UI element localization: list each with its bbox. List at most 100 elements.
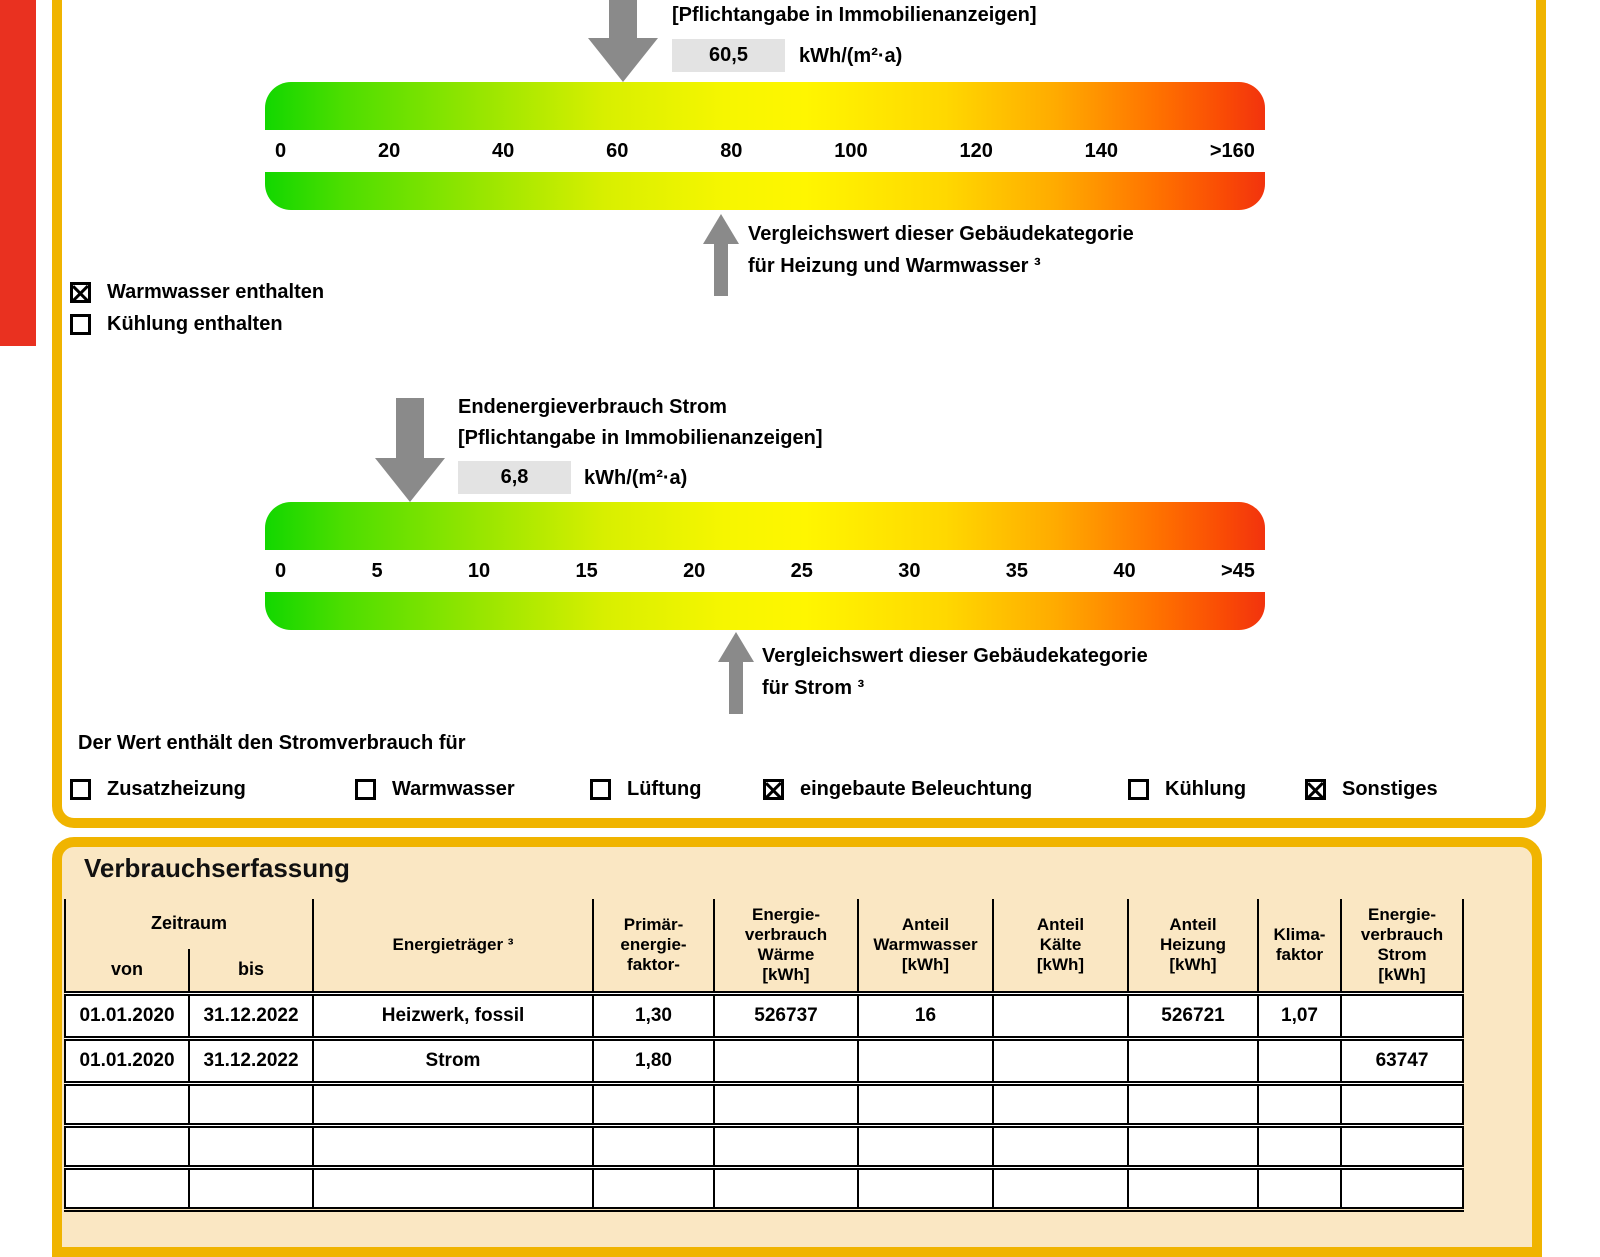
checkbox-box[interactable] xyxy=(70,314,91,335)
table-cell xyxy=(1127,1038,1259,1086)
arrow-shaft xyxy=(609,0,637,38)
table-cell xyxy=(857,1167,994,1212)
checkbox-warmwasser-enthalten[interactable]: Warmwasser enthalten xyxy=(70,281,324,304)
checkbox-box[interactable] xyxy=(70,282,91,303)
table-cell xyxy=(992,1083,1129,1128)
checkbox-box[interactable] xyxy=(763,779,784,800)
table-cell xyxy=(312,1083,594,1128)
col-header-bis: bis xyxy=(188,949,314,996)
table-cell xyxy=(592,1083,715,1128)
tick-label: 20 xyxy=(683,559,706,582)
checkbox-label: Zusatzheizung xyxy=(107,778,246,800)
heat-value-unit: kWh/(m²·a) xyxy=(799,45,903,67)
table-cell xyxy=(312,1167,594,1212)
arrow-head xyxy=(375,458,445,502)
table-cell xyxy=(1340,1083,1464,1128)
col-header-primaerenergiefaktor: Primär- energie- faktor- xyxy=(592,899,715,996)
col-header-zeitraum: Zeitraum xyxy=(64,899,314,949)
table-cell: 01.01.2020 xyxy=(64,993,190,1041)
checkbox-zusatzheizung[interactable]: Zusatzheizung xyxy=(70,778,246,801)
strom-value-unit: kWh/(m²·a) xyxy=(584,467,688,489)
arrow-up-strom-comparison-icon xyxy=(718,632,754,714)
table-cell xyxy=(857,1083,994,1128)
table-cell xyxy=(312,1125,594,1170)
heat-comparison-line2: für Heizung und Warmwasser ³ xyxy=(748,255,1041,277)
tick-label: 20 xyxy=(377,139,401,162)
table-cell xyxy=(992,993,1129,1041)
tick-label: >45 xyxy=(1220,559,1255,582)
table-cell: 63747 xyxy=(1340,1038,1464,1086)
table-cell: 16 xyxy=(857,993,994,1041)
tick-label: 35 xyxy=(1005,559,1029,582)
col-header-von: von xyxy=(64,949,190,996)
table-cell: 31.12.2022 xyxy=(188,1038,314,1086)
table-cell xyxy=(188,1083,314,1128)
strom-scale-tick-strip: 0 5 10 15 20 25 30 35 40 >45 xyxy=(265,550,1265,592)
tick-label: 100 xyxy=(834,139,868,162)
table-cell xyxy=(64,1083,190,1128)
col-header-klimafaktor: Klima- faktor xyxy=(1257,899,1342,996)
table-row-empty xyxy=(64,1125,1464,1170)
arrow-head xyxy=(718,632,754,662)
table-cell xyxy=(1257,1167,1342,1212)
checkbox-eingebaute-beleuchtung[interactable]: eingebaute Beleuchtung xyxy=(763,778,1032,801)
table-cell xyxy=(64,1167,190,1212)
tick-label: 0 xyxy=(275,139,287,162)
table-cell xyxy=(992,1038,1129,1086)
tick-label: 40 xyxy=(492,139,515,162)
checkbox-box[interactable] xyxy=(70,779,91,800)
table-cell xyxy=(188,1167,314,1212)
table-cell xyxy=(713,1038,859,1086)
checkbox-kuehlung-enthalten[interactable]: Kühlung enthalten xyxy=(70,313,283,336)
col-header-anteil-heizung: Anteil Heizung [kWh] xyxy=(1127,899,1259,996)
tick-label: >160 xyxy=(1209,139,1255,162)
checkbox-sonstiges[interactable]: Sonstiges xyxy=(1305,778,1438,801)
table-cell xyxy=(64,1125,190,1170)
table-cell xyxy=(592,1125,715,1170)
heat-value-box: 60,5 xyxy=(672,39,785,72)
heat-scale-tick-strip: 0 20 40 60 80 100 120 140 >160 xyxy=(265,130,1265,172)
table-cell xyxy=(713,1125,859,1170)
table-row: 01.01.2020 31.12.2022 Strom 1,80 63747 xyxy=(64,1038,1464,1086)
arrow-down-strom-icon xyxy=(375,398,445,502)
table-cell: 1,07 xyxy=(1257,993,1342,1041)
arrow-shaft xyxy=(714,244,728,296)
col-header-anteil-warmwasser: Anteil Warmwasser [kWh] xyxy=(857,899,994,996)
strom-includes-heading: Der Wert enthält den Stromverbrauch für xyxy=(78,732,466,754)
tick-label: 40 xyxy=(1113,559,1136,582)
tick-label: 5 xyxy=(371,559,383,582)
table-cell: Strom xyxy=(312,1038,594,1086)
table-cell xyxy=(1257,1038,1342,1086)
checkbox-label: Lüftung xyxy=(627,778,702,800)
strom-comparison-line1: Vergleichswert dieser Gebäudekategorie xyxy=(762,645,1148,667)
checkbox-box[interactable] xyxy=(1305,779,1326,800)
strom-mandatory-note: [Pflichtangabe in Immobilienanzeigen] xyxy=(458,427,823,449)
arrow-shaft xyxy=(729,662,743,714)
table-cell xyxy=(713,1167,859,1212)
arrow-head xyxy=(588,38,658,82)
checkbox-box[interactable] xyxy=(590,779,611,800)
table-cell xyxy=(992,1125,1129,1170)
heat-value: 60,5 xyxy=(709,44,748,66)
strom-value-box: 6,8 xyxy=(458,461,571,494)
table-cell: 1,80 xyxy=(592,1038,715,1086)
table-row: 01.01.2020 31.12.2022 Heizwerk, fossil 1… xyxy=(64,993,1464,1041)
heat-comparison-line1: Vergleichswert dieser Gebäudekategorie xyxy=(748,223,1134,245)
checkbox-label: eingebaute Beleuchtung xyxy=(800,778,1033,800)
verbrauchserfassung-table: Zeitraum Energieträger ³ Primär- energie… xyxy=(64,899,1464,1212)
checkbox-box[interactable] xyxy=(1128,779,1149,800)
table-cell: 526721 xyxy=(1127,993,1259,1041)
tick-label: 30 xyxy=(898,559,921,582)
checkbox-box[interactable] xyxy=(355,779,376,800)
checkbox-lueftung[interactable]: Lüftung xyxy=(590,778,701,801)
heat-mandatory-note: [Pflichtangabe in Immobilienanzeigen] xyxy=(672,4,1037,26)
table-cell xyxy=(1127,1125,1259,1170)
table-cell xyxy=(1340,1167,1464,1212)
heat-comparison-text: Vergleichswert dieser Gebäudekategorie f… xyxy=(748,218,1134,282)
table-cell: 526737 xyxy=(713,993,859,1041)
checkbox-kuehlung[interactable]: Kühlung xyxy=(1128,778,1246,801)
arrow-head xyxy=(703,214,739,244)
checkbox-warmwasser[interactable]: Warmwasser xyxy=(355,778,515,801)
heat-energy-scale: 0 20 40 60 80 100 120 140 >160 xyxy=(265,82,1265,210)
table-cell xyxy=(857,1125,994,1170)
